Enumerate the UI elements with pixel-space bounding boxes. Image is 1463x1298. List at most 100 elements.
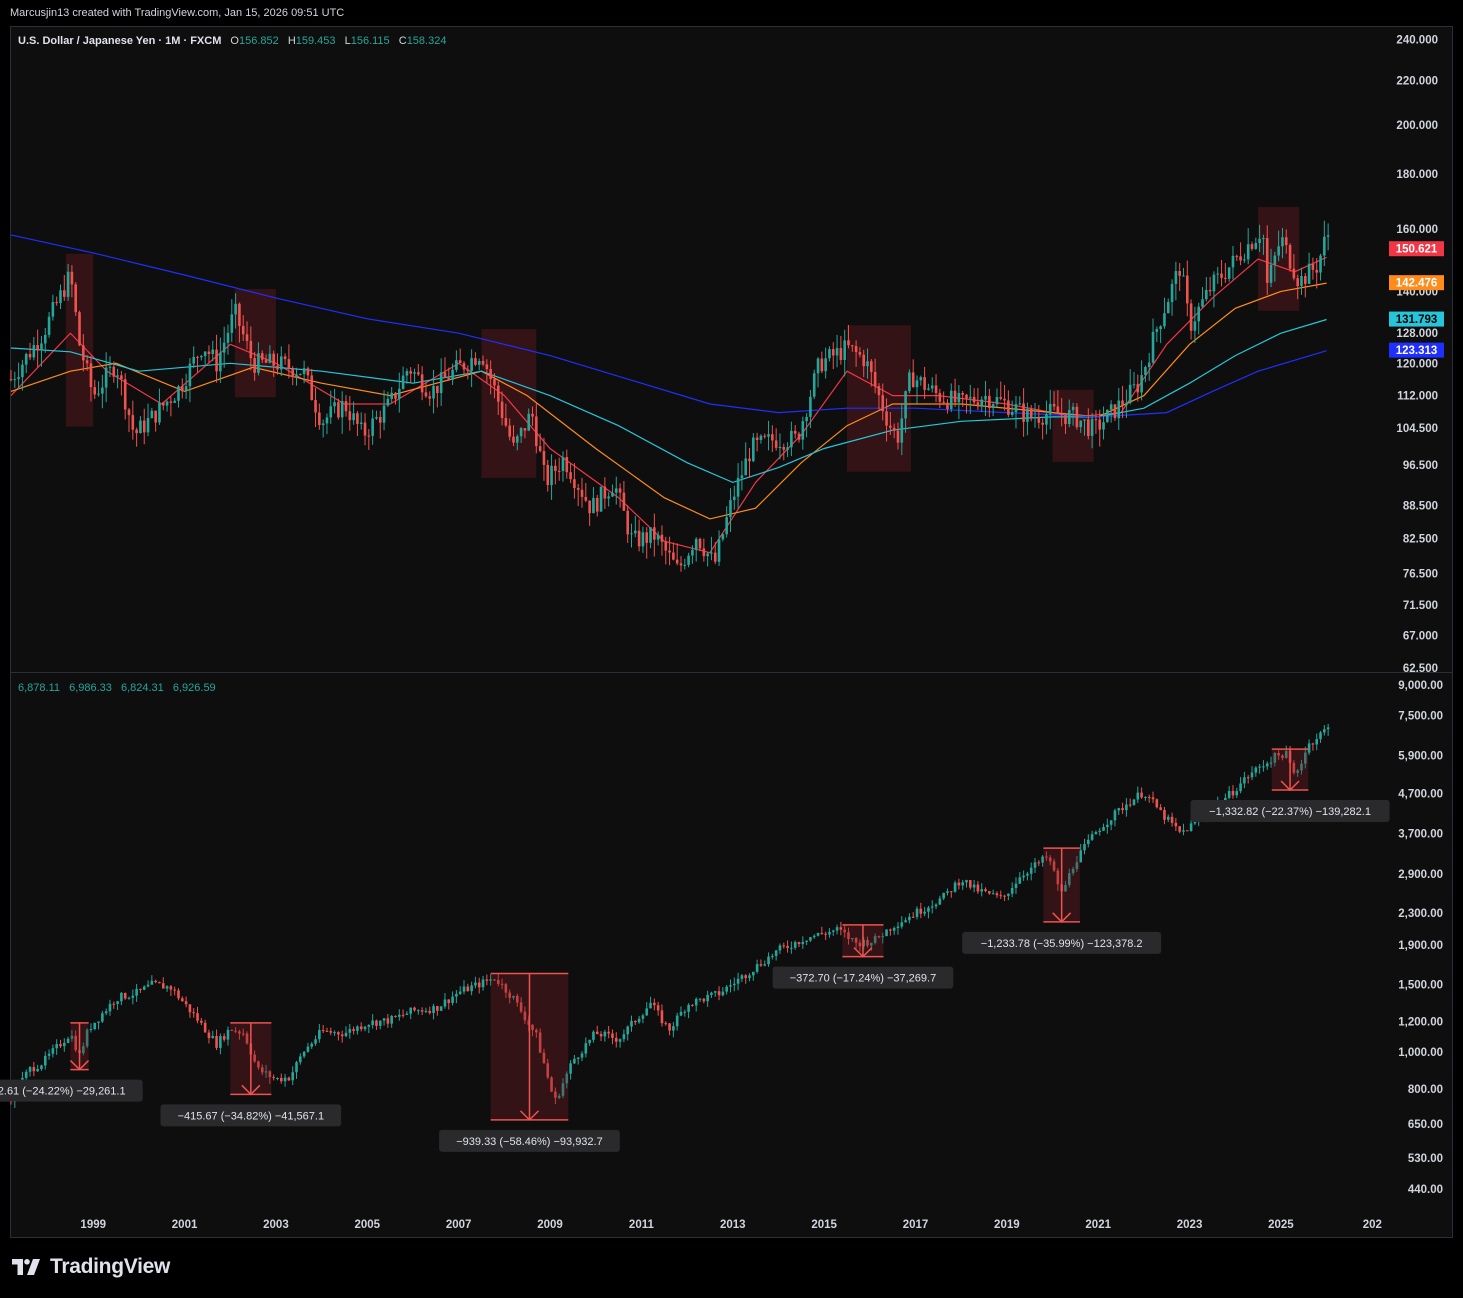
- index-candle-body: [961, 882, 964, 886]
- index-candle-body: [911, 916, 915, 918]
- index-candle-body: [135, 988, 138, 996]
- usdjpy-candle-body: [161, 402, 165, 406]
- index-candle-body: [28, 1067, 32, 1072]
- usdjpy-candle-body: [1292, 268, 1296, 279]
- index-candle-body: [93, 1022, 97, 1030]
- index-candle-body: [877, 936, 881, 938]
- index-candle-body: [24, 1071, 28, 1078]
- index-candle-body: [1007, 893, 1010, 896]
- index-candle-body: [287, 1077, 291, 1081]
- y-axis-tick-label: 5,900.00: [1398, 751, 1443, 763]
- usdjpy-candle-body: [310, 375, 314, 401]
- usdjpy-candle-body: [424, 392, 428, 397]
- usdjpy-candle-body: [717, 539, 721, 562]
- ma-value-badge: 150.621: [1389, 241, 1444, 257]
- y-axis-tick-label: 2,900.00: [1398, 869, 1443, 881]
- index-candle-body: [866, 939, 869, 946]
- y-axis-tick-label: 7,500.00: [1398, 710, 1443, 722]
- usdjpy-candle-body: [1243, 259, 1246, 261]
- index-candle-body: [97, 1021, 100, 1023]
- index-candle-body: [854, 938, 858, 943]
- usdjpy-candle-body: [74, 284, 78, 313]
- y-axis-tick-label: 160.000: [1396, 224, 1438, 236]
- usdjpy-candle-body: [748, 458, 751, 462]
- index-candle-body: [40, 1065, 43, 1070]
- index-candle-body: [1254, 767, 1258, 773]
- y-axis-tick-label: 1,000.00: [1398, 1047, 1443, 1059]
- index-candle-body: [1056, 870, 1060, 885]
- usdjpy-candle-body: [1102, 422, 1105, 430]
- index-candles: [9, 723, 1330, 1108]
- usdjpy-candle-body: [645, 532, 649, 543]
- index-candle-body: [344, 1032, 348, 1037]
- usdjpy-candle-body: [249, 340, 253, 359]
- index-candle-body: [805, 940, 808, 942]
- index-candle-body: [557, 1095, 561, 1098]
- usdjpy-candle-body: [706, 553, 709, 557]
- usdjpy-candle-body: [820, 358, 824, 372]
- index-candle-body: [1182, 830, 1185, 832]
- index-candle-body: [984, 889, 987, 891]
- usdjpy-candle-body: [1303, 276, 1307, 284]
- usdjpy-candle-body: [801, 421, 805, 440]
- index-candle-body: [1083, 844, 1086, 851]
- usdjpy-candle-body: [542, 451, 546, 465]
- usdjpy-candle-body: [683, 564, 687, 566]
- usdjpy-candle-body: [1224, 277, 1227, 279]
- index-candle-body: [927, 907, 930, 912]
- index-candle-body: [767, 956, 770, 965]
- index-candle-body: [348, 1029, 352, 1033]
- index-candle-body: [66, 1038, 70, 1043]
- usdjpy-candle-body: [995, 397, 999, 405]
- index-candle-body: [127, 997, 131, 999]
- usdjpy-candle-body: [953, 390, 957, 403]
- usdjpy-candle-body: [291, 368, 294, 377]
- usdjpy-candle-body: [329, 406, 333, 418]
- index-candle-body: [873, 936, 877, 943]
- index-candle-body: [626, 1026, 629, 1035]
- drawdown-label-box: [160, 1104, 342, 1127]
- index-candle-body: [455, 993, 458, 997]
- index-candle-body: [405, 1013, 409, 1015]
- usdjpy-candle-body: [458, 360, 462, 364]
- usdjpy-candle-body: [729, 500, 732, 518]
- index-candle-body: [515, 995, 519, 1003]
- y-axis-tick-label: 76.500: [1403, 569, 1438, 581]
- secondary-legend[interactable]: 6,878.11 6,986.33 6,824.31 6,926.59: [18, 682, 222, 694]
- index-candle-body: [310, 1043, 314, 1047]
- index-candle-body: [367, 1025, 371, 1027]
- usdjpy-candle-body: [1307, 263, 1311, 284]
- index-candle-body: [409, 1007, 413, 1014]
- index-candle-body: [1071, 868, 1075, 874]
- index-candle-body: [812, 935, 816, 938]
- usdjpy-candle-body: [196, 356, 199, 358]
- index-candle-body: [279, 1077, 283, 1082]
- moving-average-line-2: [10, 282, 1327, 520]
- index-candle-body: [207, 1032, 211, 1039]
- index-candle-body: [390, 1016, 393, 1024]
- usdjpy-candle-body: [1212, 274, 1216, 292]
- usdjpy-candle-body: [675, 559, 679, 564]
- usdjpy-candle-body: [378, 417, 382, 423]
- y-axis-tick-label: 440.00: [1408, 1184, 1443, 1196]
- symbol-title[interactable]: U.S. Dollar / Japanese Yen · 1M · FXCM: [18, 35, 222, 47]
- usdjpy-candle-body: [1079, 420, 1082, 428]
- usdjpy-candle-body: [253, 358, 256, 373]
- usdjpy-candle-body: [295, 374, 298, 377]
- symbol-legend[interactable]: U.S. Dollar / Japanese Yen · 1M · FXCM O…: [18, 35, 446, 47]
- index-candle-body: [793, 942, 797, 948]
- index-candle-body: [1117, 808, 1121, 811]
- index-candle-body: [1170, 816, 1174, 823]
- usdjpy-candle-body: [595, 497, 599, 512]
- index-candle-body: [603, 1031, 607, 1037]
- index-candle-body: [592, 1031, 595, 1040]
- usdjpy-candle-body: [637, 530, 641, 547]
- tradingview-logo[interactable]: TradingView: [12, 1255, 170, 1279]
- usdjpy-candle-body: [668, 550, 671, 553]
- y-axis-tick-label: 62.500: [1403, 663, 1438, 675]
- index-candle-body: [634, 1020, 637, 1023]
- drawdown-arrow-head: [519, 1110, 540, 1121]
- index-candle-body: [1193, 820, 1197, 824]
- usdjpy-candle-body: [66, 271, 70, 297]
